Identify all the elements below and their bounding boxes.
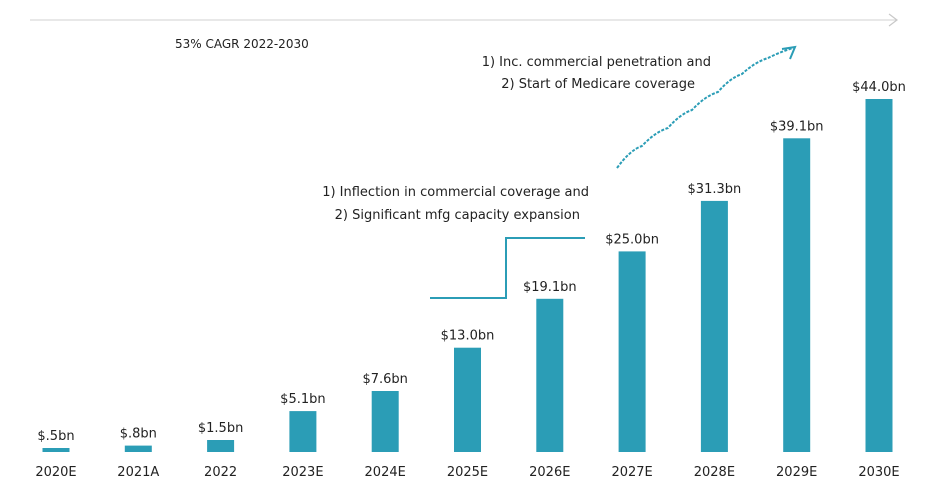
- value-label-2030E: $44.0bn: [852, 80, 906, 95]
- value-label-2029E: $39.1bn: [770, 119, 824, 134]
- bar-2023E: [289, 411, 317, 452]
- phase2-note-line1: 1) Inc. commercial penetration and: [482, 55, 711, 70]
- x-tick-2030E: 2030E: [858, 465, 899, 480]
- bar-2022: [207, 440, 235, 452]
- bar-2027E: [618, 251, 646, 452]
- x-tick-2021A: 2021A: [117, 465, 159, 480]
- value-label-2020E: $.5bn: [37, 429, 74, 444]
- bar-2021A: [124, 445, 152, 452]
- value-label-2023E: $5.1bn: [280, 392, 325, 407]
- phase2-arrow-head: [781, 45, 797, 60]
- x-tick-2025E: 2025E: [447, 465, 488, 480]
- x-tick-2024E: 2024E: [365, 465, 406, 480]
- x-tick-2028E: 2028E: [694, 465, 735, 480]
- x-axis-ticks: 2020E 2021A 2022 2023E 2024E 2025E 2026E 2027E 2…: [35, 465, 899, 480]
- x-tick-2027E: 2027E: [611, 465, 652, 480]
- bar-2026E: [536, 298, 564, 452]
- value-label-2026E: $19.1bn: [523, 280, 577, 295]
- value-labels-group: $.5bn $.8bn $1.5bn $5.1bn $7.6bn $13.0bn $19.1…: [37, 80, 905, 444]
- value-label-2021A: $.8bn: [120, 427, 157, 442]
- x-tick-2026E: 2026E: [529, 465, 570, 480]
- value-label-2025E: $13.0bn: [441, 329, 495, 344]
- value-label-2028E: $31.3bn: [688, 182, 742, 197]
- value-label-2022: $1.5bn: [198, 421, 243, 436]
- phase2-note-line2: 2) Start of Medicare coverage: [501, 77, 695, 92]
- x-tick-2029E: 2029E: [776, 465, 817, 480]
- bar-2030E: [865, 99, 893, 452]
- value-label-2024E: $7.6bn: [362, 372, 407, 387]
- bar-2020E: [42, 448, 70, 452]
- cagr-arrow-head: [888, 13, 898, 27]
- bar-2024E: [371, 391, 399, 452]
- value-label-2027E: $25.0bn: [605, 232, 659, 247]
- bar-2028E: [700, 200, 728, 452]
- phase1-step-line: [430, 237, 585, 299]
- x-tick-2023E: 2023E: [282, 465, 323, 480]
- phase1-note-line1: 1) Inflection in commercial coverage and: [322, 185, 589, 200]
- bar-2029E: [783, 138, 811, 453]
- phase1-note-line2: 2) Significant mfg capacity expansion: [335, 208, 580, 223]
- phase2-wavy-arrow: [616, 47, 794, 169]
- cagr-label: 53% CAGR 2022-2030: [175, 37, 309, 51]
- bars-group: [42, 99, 893, 453]
- bar-2025E: [454, 347, 481, 452]
- x-tick-2022: 2022: [204, 465, 237, 480]
- x-tick-2020E: 2020E: [35, 465, 76, 480]
